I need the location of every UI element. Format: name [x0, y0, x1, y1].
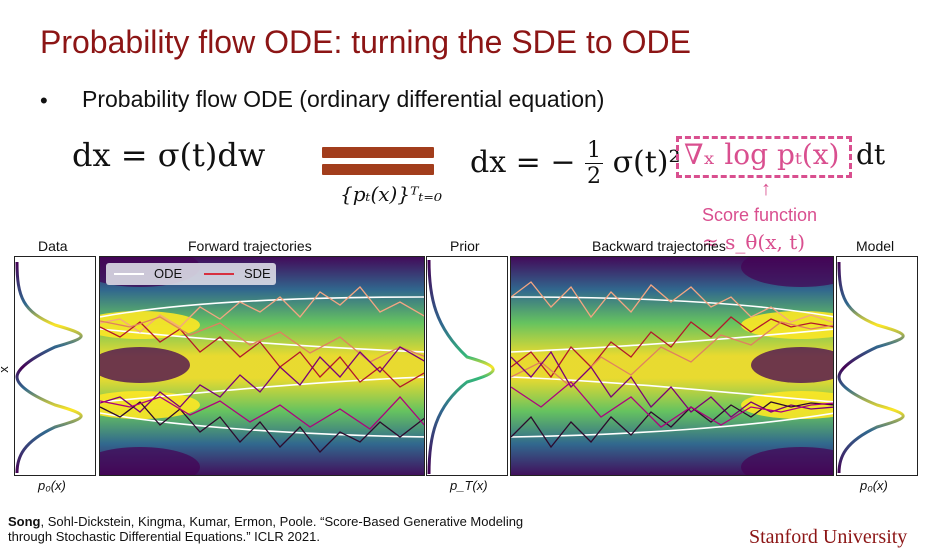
legend-ode-label: ODE — [154, 266, 183, 281]
bottom-label-data: p₀(x) — [38, 478, 66, 493]
equivalence-bar-bottom — [322, 164, 434, 175]
ode-fraction: 1 2 — [585, 138, 604, 189]
score-term: ∇ₓ log pₜ(x) — [684, 138, 840, 171]
panel-label-backward: Backward trajectories — [592, 238, 726, 254]
score-function-label: Score function — [702, 205, 818, 225]
stanford-logo-text: Stanford University — [749, 526, 908, 548]
prior-density-plot — [427, 259, 495, 475]
sde-equation: dx = σ(t)dw — [72, 136, 266, 174]
forward-trajectories-panel — [99, 256, 425, 476]
model-density-panel — [836, 256, 918, 476]
legend-sde-swatch — [204, 273, 234, 275]
legend-sde-label: SDE — [244, 266, 271, 281]
bottom-label-prior: p_T(x) — [450, 478, 488, 493]
ode-prefix: dx = − — [470, 144, 576, 180]
data-density-panel — [14, 256, 96, 476]
citation-line2: through Stochastic Differential Equation… — [8, 529, 320, 544]
y-axis-label: x — [0, 366, 11, 373]
ode-sigma: σ(t)² — [612, 144, 681, 180]
ode-equation: dx = − 1 2 σ(t)² — [470, 120, 681, 189]
bottom-label-model: p₀(x) — [860, 478, 888, 493]
score-highlight-box — [676, 136, 852, 178]
panel-label-prior: Prior — [450, 238, 480, 254]
slide-title: Probability flow ODE: turning the SDE to… — [40, 24, 691, 60]
arrow-up-icon: ↑ — [761, 178, 771, 200]
backward-trajectories-panel — [510, 256, 834, 476]
panel-label-model: Model — [856, 238, 895, 254]
bullet-dot: • — [40, 88, 48, 113]
equivalence-bar-top — [322, 147, 434, 158]
model-density-plot — [837, 261, 905, 474]
score-approx-label: ≈ s_θ(x, t) — [702, 230, 806, 254]
panel-label-data: Data — [38, 238, 68, 254]
trajectory-legend: ODE SDE — [106, 263, 276, 285]
ode-fraction-num: 1 — [585, 138, 604, 164]
data-density-plot — [15, 261, 83, 474]
equivalence-bars — [322, 147, 434, 181]
legend-ode-swatch — [114, 273, 144, 275]
marginal-family: {pₜ(x)}ᵀₜ₌₀ — [340, 182, 442, 206]
citation-first-author: Song — [8, 514, 41, 529]
backward-trajectories-plot — [511, 257, 833, 475]
prior-density-panel — [426, 256, 508, 476]
ode-fraction-den: 2 — [587, 164, 602, 189]
panel-label-forward: Forward trajectories — [188, 238, 312, 254]
ode-dt: dt — [856, 138, 886, 171]
citation: Song, Sohl-Dickstein, Kingma, Kumar, Erm… — [8, 514, 523, 544]
forward-trajectories-plot — [100, 257, 424, 475]
citation-rest: , Sohl-Dickstein, Kingma, Kumar, Ermon, … — [40, 514, 524, 529]
bullet-text: Probability flow ODE (ordinary different… — [82, 86, 605, 112]
